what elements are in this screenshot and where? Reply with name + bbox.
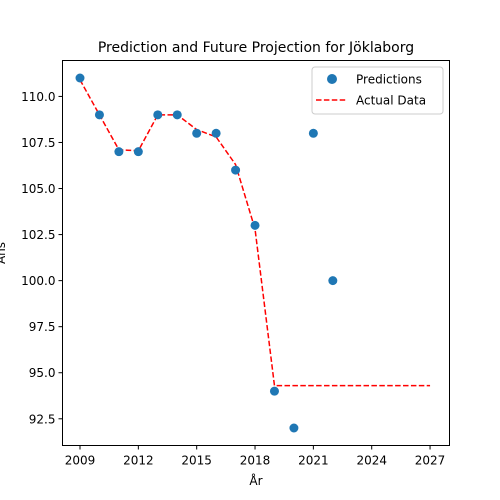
legend-marker-predictions [327, 74, 337, 84]
x-tick-label: 2027 [415, 454, 446, 468]
x-tick-label: 2024 [356, 454, 387, 468]
scatter-point [94, 110, 104, 120]
scatter-point [133, 147, 143, 157]
scatter-point [114, 147, 124, 157]
y-tick-label: 95.0 [29, 366, 56, 380]
scatter-point [289, 423, 299, 433]
y-axis: 92.5 95.0 97.5 100.0 102.5 105.0 107.5 110.0 [21, 90, 63, 426]
legend-label-predictions: Predictions [356, 73, 422, 87]
plot-area [75, 73, 431, 433]
scatter-point [308, 128, 318, 138]
scatter-point [328, 276, 338, 286]
x-axis-label: År [249, 473, 262, 488]
series-line-actual-data [79, 79, 431, 387]
x-tick-label: 2018 [240, 454, 271, 468]
y-tick-label: 107.5 [21, 136, 55, 150]
legend-label-actual-data: Actual Data [356, 94, 426, 108]
plot-frame [62, 60, 450, 446]
x-axis: 2009 2012 2015 2018 2021 2024 2027 [65, 445, 446, 468]
x-tick-label: 2012 [123, 454, 154, 468]
x-tick-label: 2021 [298, 454, 329, 468]
y-tick-label: 110.0 [21, 90, 55, 104]
scatter-point [192, 128, 202, 138]
scatter-point [153, 110, 163, 120]
y-tick-label: 105.0 [21, 182, 55, 196]
x-tick-label: 2015 [181, 454, 212, 468]
x-tick-label: 2009 [65, 454, 96, 468]
scatter-point [250, 220, 260, 230]
y-tick-label: 92.5 [29, 412, 56, 426]
scatter-point [75, 73, 85, 83]
y-tick-label: 97.5 [29, 320, 56, 334]
scatter-point [231, 165, 241, 175]
y-tick-label: 102.5 [21, 228, 55, 242]
scatter-point [269, 386, 279, 396]
legend: Predictions Actual Data [311, 66, 444, 115]
scatter-point [172, 110, 182, 120]
scatter-point [211, 128, 221, 138]
legend-box [311, 66, 444, 115]
y-axis-label: Ans [0, 242, 8, 264]
chart-title: Prediction and Future Projection for Jök… [98, 40, 414, 56]
y-tick-label: 100.0 [21, 274, 55, 288]
